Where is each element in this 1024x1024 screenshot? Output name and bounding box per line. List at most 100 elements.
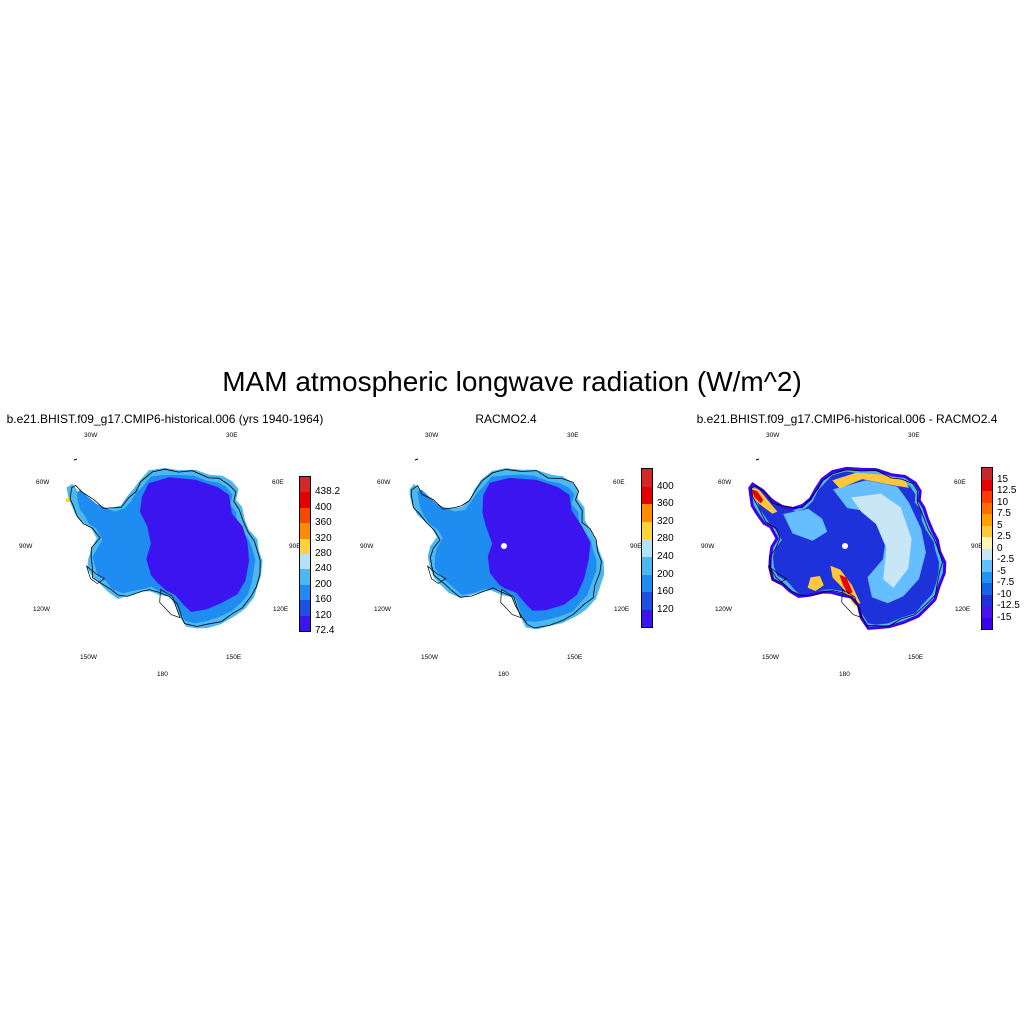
colorbar-tick-label: 7.5: [997, 508, 1011, 519]
lon-label-30w: 30W: [766, 432, 780, 439]
colorbar-tick-label: 320: [657, 515, 674, 527]
panel-difference: b.e21.BHIST.f09_g17.CMIP6-historical.006…: [682, 408, 1020, 688]
colorbar-segment: [982, 479, 992, 491]
lon-label-30w: 30W: [84, 432, 98, 439]
difference-field-mid: [783, 508, 828, 541]
colorbar-tick-label: 200: [657, 568, 674, 580]
colorbar-segment: [642, 609, 652, 628]
colorbar-segment: [300, 538, 310, 554]
colorbar-tick-label: 5: [997, 519, 1003, 531]
colorbar-segment: [982, 571, 992, 583]
colorbar-tick-label: 240: [315, 563, 332, 575]
colorbar-segment: [642, 539, 652, 557]
panel-title: b.e21.BHIST.f09_g17.CMIP6-historical.006…: [696, 412, 998, 426]
ice-sheet-interior: [482, 477, 591, 611]
lon-label-90e: 90E: [289, 543, 301, 550]
peninsula-hotspot: [66, 498, 70, 502]
colorbar-tick-label: 438.2: [315, 486, 341, 498]
colorbar: [641, 468, 653, 629]
colorbar-segment: [300, 615, 310, 631]
antarctica-map: [748, 458, 947, 630]
lon-label-60e: 60E: [272, 479, 284, 486]
colorbar-tick-label: 400: [315, 501, 332, 513]
lon-label-150w: 150W: [762, 654, 779, 661]
difference-warm-anomaly: [832, 472, 909, 489]
colorbar-segment: [300, 569, 310, 585]
ice-shelf-outline: [159, 588, 181, 619]
colorbar-tick-label: -12.5: [997, 600, 1020, 611]
lon-label-60w: 60W: [36, 479, 50, 486]
lon-label-150e: 150E: [226, 654, 242, 661]
lon-label-30w: 30W: [425, 432, 439, 439]
colorbar-tick-label: 280: [315, 548, 332, 559]
ice-shelf-outline: [500, 588, 522, 619]
lon-label-180: 180: [157, 671, 168, 678]
coastline: [69, 468, 261, 627]
ice-shelf-outline: [426, 565, 447, 584]
colorbar-segment: [300, 553, 310, 570]
colorbar-tick-label: 160: [657, 586, 674, 598]
colorbar-segment: [642, 469, 652, 487]
colorbar-segment: [982, 537, 992, 549]
lon-label-180: 180: [498, 671, 509, 678]
difference-hot-anomaly: [751, 489, 764, 504]
colorbar-segment: [982, 617, 992, 629]
colorbar-tick-label: -7.5: [997, 577, 1015, 588]
ice-shelf-outline: [767, 565, 788, 584]
lon-label-180: 180: [839, 671, 850, 678]
lon-label-120e: 120E: [273, 606, 289, 613]
lon-label-150w: 150W: [80, 654, 97, 661]
difference-coastal-rim: [748, 466, 947, 630]
lon-label-60e: 60E: [613, 479, 625, 486]
colorbar-tick-label: 2.5: [997, 531, 1011, 542]
lon-label-30e: 30E: [908, 432, 920, 439]
lon-label-60e: 60E: [954, 479, 966, 486]
colorbar-tick-label: 12.5: [997, 485, 1017, 496]
colorbar-segment: [300, 600, 310, 616]
figure-title: MAM atmospheric longwave radiation (W/m^…: [222, 366, 802, 397]
colorbar-segment: [642, 504, 652, 522]
colorbar-segment: [300, 523, 310, 539]
colorbar-tick-label: 10: [997, 496, 1009, 508]
ice-shelf-outline: [841, 588, 863, 619]
island-mark: [73, 458, 78, 461]
colorbar-tick-label: 360: [657, 498, 674, 510]
colorbar-segment: [300, 507, 310, 524]
colorbar-segment: [300, 584, 310, 601]
colorbar-segment: [982, 548, 992, 560]
colorbar-tick-label: 360: [315, 517, 332, 529]
colorbar: [981, 467, 993, 630]
lon-label-120e: 120E: [614, 606, 630, 613]
island-mark: [414, 458, 419, 461]
colorbar-tick-label: 320: [315, 532, 332, 544]
colorbar-tick-label: -10: [997, 588, 1012, 600]
ice-shelf-outline: [85, 565, 106, 584]
lon-label-120w: 120W: [374, 606, 391, 613]
colorbar-segment: [982, 502, 992, 514]
lon-label-90e: 90E: [971, 543, 983, 550]
colorbar-segment: [642, 592, 652, 610]
panel-title: b.e21.BHIST.f09_g17.CMIP6-historical.006…: [6, 412, 324, 426]
lon-label-60w: 60W: [377, 479, 391, 486]
panel-cesm: b.e21.BHIST.f09_g17.CMIP6-historical.006…: [0, 408, 340, 688]
colorbar-tick-label: 15: [997, 473, 1009, 485]
colorbar-tick-label: -2.5: [997, 554, 1015, 565]
lon-label-90w: 90W: [360, 543, 374, 550]
lon-label-150w: 150W: [421, 654, 438, 661]
colorbar-segment: [642, 486, 652, 505]
colorbar-tick-label: 400: [657, 480, 674, 492]
difference-warm-anomaly: [807, 576, 824, 591]
pole-marker: [842, 543, 848, 549]
colorbar-segment: [642, 521, 652, 540]
lon-label-150e: 150E: [908, 654, 924, 661]
colorbar-segment: [982, 491, 992, 503]
colorbar-tick-label: -5: [997, 565, 1006, 577]
colorbar-tick-label: 120: [657, 603, 674, 615]
lon-label-120w: 120W: [715, 606, 732, 613]
colorbar-segment: [982, 514, 992, 526]
colorbar-segment: [982, 525, 992, 537]
panel-racmo: RACMO2.4 30W 30E 60W 60E 90W 90E 120W 12…: [341, 408, 674, 688]
antarctica-map: [66, 458, 263, 629]
colorbar-segment: [642, 556, 652, 575]
colorbar-tick-label: 72.4: [315, 625, 335, 636]
